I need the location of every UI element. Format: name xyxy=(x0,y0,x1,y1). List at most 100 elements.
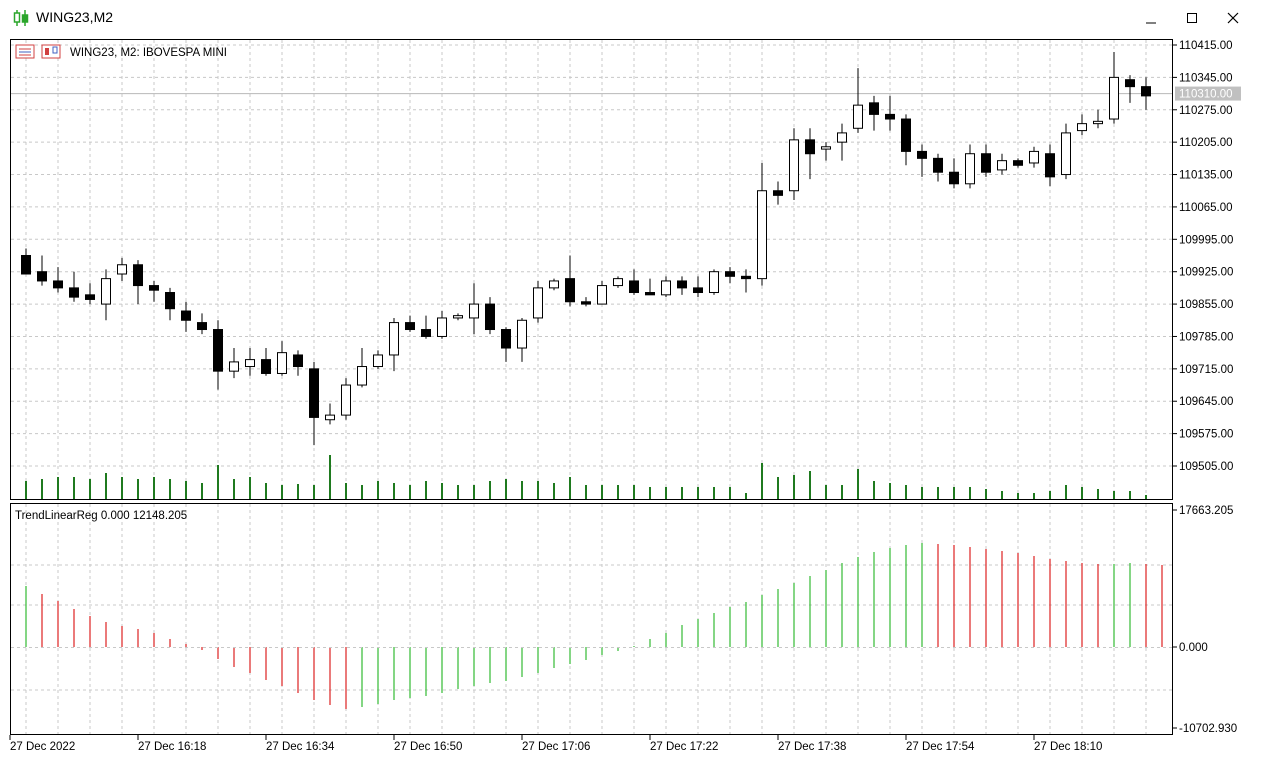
candle-body xyxy=(165,292,175,310)
candle-body xyxy=(309,368,319,418)
candle-body xyxy=(773,190,783,196)
candle-body xyxy=(213,329,223,372)
candle-body xyxy=(421,329,431,337)
candle-body xyxy=(149,285,159,291)
candle-body xyxy=(341,384,351,416)
main-chart-frame xyxy=(10,39,1173,500)
candle-body xyxy=(613,278,623,287)
candle-body xyxy=(517,319,527,349)
indicator-label: TrendLinearReg 0.000 12148.205 xyxy=(15,510,187,522)
time-tick-label: 27 Dec 16:34 xyxy=(266,741,335,753)
candle-body xyxy=(1109,76,1119,120)
time-tick-label: 27 Dec 17:06 xyxy=(522,741,590,753)
current-price-tag xyxy=(1175,86,1241,101)
time-tick-label: 27 Dec 16:18 xyxy=(138,741,206,753)
candle-body xyxy=(1045,153,1055,178)
indicator-tick-label: -10702.930 xyxy=(1179,723,1237,735)
candle-body xyxy=(901,118,911,152)
candle-body xyxy=(37,271,47,282)
candle-body xyxy=(949,171,959,185)
candle-body xyxy=(805,139,815,155)
chart-type-icon[interactable] xyxy=(41,44,61,59)
minimize-button[interactable] xyxy=(1128,4,1174,32)
candle-body xyxy=(453,315,463,319)
candle-body xyxy=(501,329,511,349)
candle-body xyxy=(597,285,607,305)
candle-body xyxy=(725,271,735,277)
candle-body xyxy=(693,287,703,294)
candle-body xyxy=(101,278,111,305)
price-tick-label: 109645.00 xyxy=(1179,396,1233,408)
candle-body xyxy=(181,310,191,321)
price-tick-label: 109855.00 xyxy=(1179,299,1233,311)
candle-body xyxy=(565,278,575,303)
candle-body xyxy=(69,287,79,298)
candle-body xyxy=(325,414,335,421)
candle-body xyxy=(405,322,415,331)
price-tick-label: 109505.00 xyxy=(1179,461,1233,473)
maximize-icon xyxy=(1187,13,1197,23)
candle-body xyxy=(389,322,399,356)
candle-body xyxy=(933,157,943,173)
indicator-bars xyxy=(25,543,1163,709)
candle-body xyxy=(757,190,767,280)
volume-bars xyxy=(25,455,1147,499)
current-price-label: 110310.00 xyxy=(1179,89,1233,101)
candle-body xyxy=(533,287,543,319)
candle-body xyxy=(373,354,383,368)
candle-body xyxy=(981,153,991,173)
time-tick-label: 27 Dec 16:50 xyxy=(394,741,462,753)
candle-body xyxy=(677,280,687,289)
candle-body xyxy=(965,153,975,185)
candle-body xyxy=(1077,123,1087,132)
candles xyxy=(21,51,1151,446)
time-tick-label: 27 Dec 17:22 xyxy=(650,741,718,753)
price-tick-label: 110415.00 xyxy=(1179,40,1233,52)
time-axis: 27 Dec 2022 27 Dec 16:18 27 Dec 16:34 27 De… xyxy=(9,735,1102,753)
candle-body xyxy=(741,275,751,280)
candle-body xyxy=(469,303,479,319)
candle-body xyxy=(485,303,495,331)
time-tick-label: 27 Dec 17:54 xyxy=(906,741,975,753)
candle-body xyxy=(997,160,1007,171)
chart-list-icon[interactable] xyxy=(15,44,35,59)
indicator-axis: 17663.205 0.000 -10702.930 xyxy=(1172,505,1237,735)
price-tick-label: 110135.00 xyxy=(1179,170,1233,182)
indicator-tick-label: 0.000 xyxy=(1179,642,1208,654)
price-tick-label: 109925.00 xyxy=(1179,267,1233,279)
candle-body xyxy=(1125,79,1135,88)
candle-body xyxy=(581,301,591,305)
candle-body xyxy=(869,102,879,115)
price-tick-label: 109785.00 xyxy=(1179,331,1233,343)
close-button[interactable] xyxy=(1210,4,1256,32)
candle-body xyxy=(709,271,719,294)
indicator-frame xyxy=(10,503,1173,735)
candle-body xyxy=(53,280,63,289)
time-tick-label: 27 Dec 18:10 xyxy=(1034,741,1102,753)
candle-body xyxy=(789,139,799,192)
candle-body xyxy=(917,150,927,159)
title-bar: WING23,M2 xyxy=(0,0,1264,36)
candle-body xyxy=(117,264,127,275)
candle-body xyxy=(277,352,287,374)
candle-body xyxy=(549,280,559,289)
candle-body xyxy=(1093,120,1103,125)
close-icon xyxy=(1227,12,1239,24)
maximize-button[interactable] xyxy=(1169,4,1215,32)
candle-body xyxy=(1029,150,1039,164)
candle-body xyxy=(21,255,31,275)
price-tick-label: 110275.00 xyxy=(1179,105,1233,117)
candle-body xyxy=(853,104,863,129)
window-title: WING23,M2 xyxy=(36,9,114,25)
chart-area[interactable]: 110415.00 110345.00 110275.00 110205.00 1101… xyxy=(0,36,1264,768)
candle-body xyxy=(85,294,95,300)
minimize-icon xyxy=(1146,22,1156,24)
candle-body xyxy=(197,322,207,331)
candle-body xyxy=(437,317,447,337)
price-chart[interactable]: 110415.00 110345.00 110275.00 110205.00 1101… xyxy=(0,36,1264,768)
price-tick-label: 109715.00 xyxy=(1179,364,1233,376)
chart-header: WING23, M2: IBOVESPA MINI xyxy=(70,47,227,59)
price-tick-label: 109575.00 xyxy=(1179,429,1233,441)
time-tick-label: 27 Dec 17:38 xyxy=(778,741,846,753)
price-tick-label: 110205.00 xyxy=(1179,137,1233,149)
